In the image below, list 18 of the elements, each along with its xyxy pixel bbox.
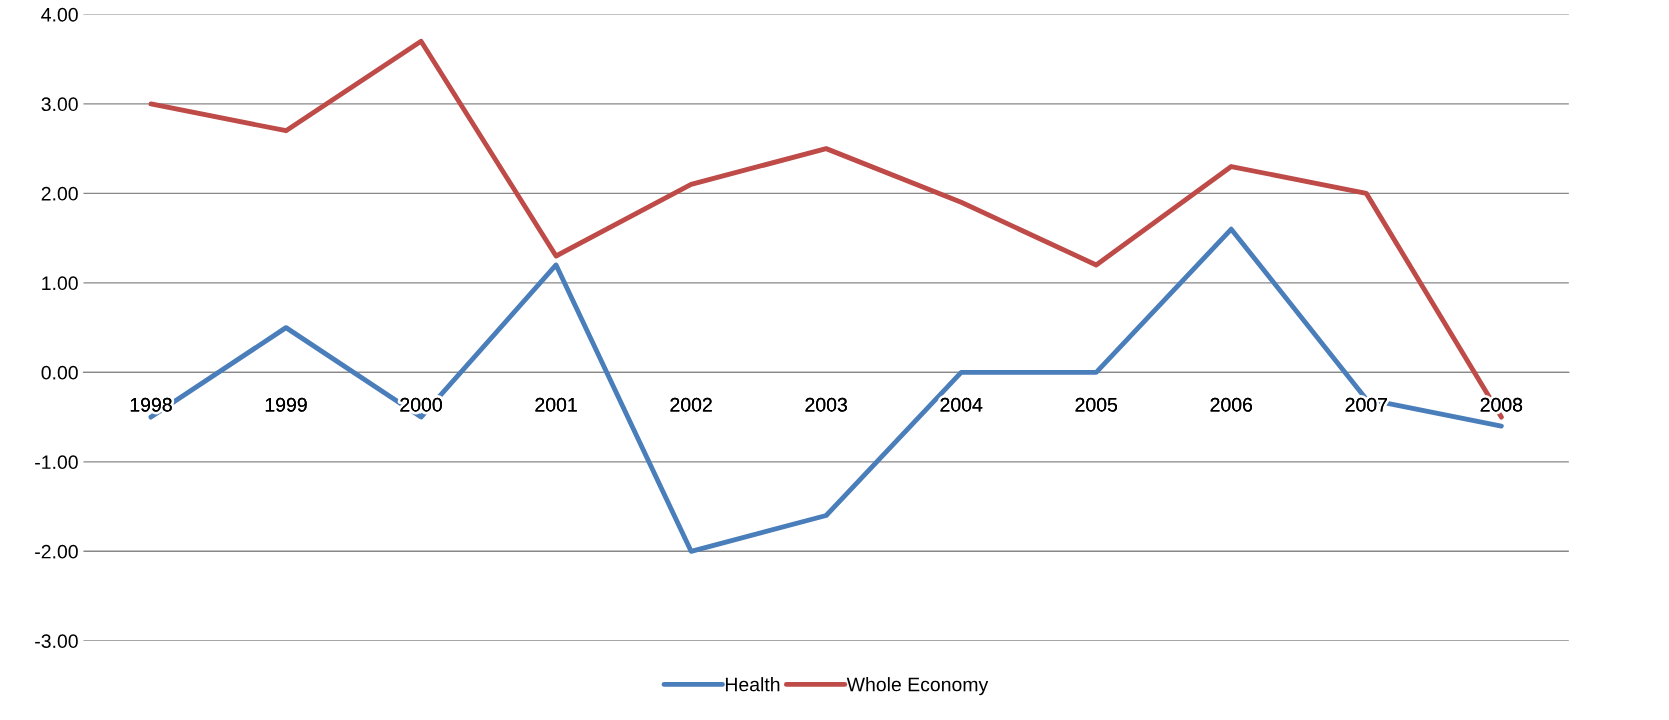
x-tick-label: 2001 [535, 397, 577, 412]
y-tick-label: 0.00 [41, 365, 78, 380]
y-tick-label: 4.00 [41, 7, 78, 22]
x-tick-label: 1999 [265, 397, 307, 412]
legend-label: Health [725, 677, 780, 692]
legend-label: Whole Economy [846, 677, 989, 696]
y-tick-label: 2.00 [41, 186, 78, 201]
y-tick-label: 1.00 [42, 276, 78, 291]
y-tick-label: -1.00 [35, 455, 78, 470]
x-tick-label: 2005 [1075, 397, 1118, 412]
x-tick-label: 2004 [940, 397, 983, 412]
y-tick-label: -3.00 [35, 634, 78, 649]
x-tick-label: 2007 [1345, 397, 1387, 412]
y-tick-label: 3.00 [41, 97, 78, 112]
x-tick-label: 2006 [1210, 397, 1253, 412]
x-tick-label: 2002 [670, 397, 712, 412]
x-tick-label: 2003 [805, 397, 847, 412]
y-tick-label: -2.00 [35, 544, 78, 559]
